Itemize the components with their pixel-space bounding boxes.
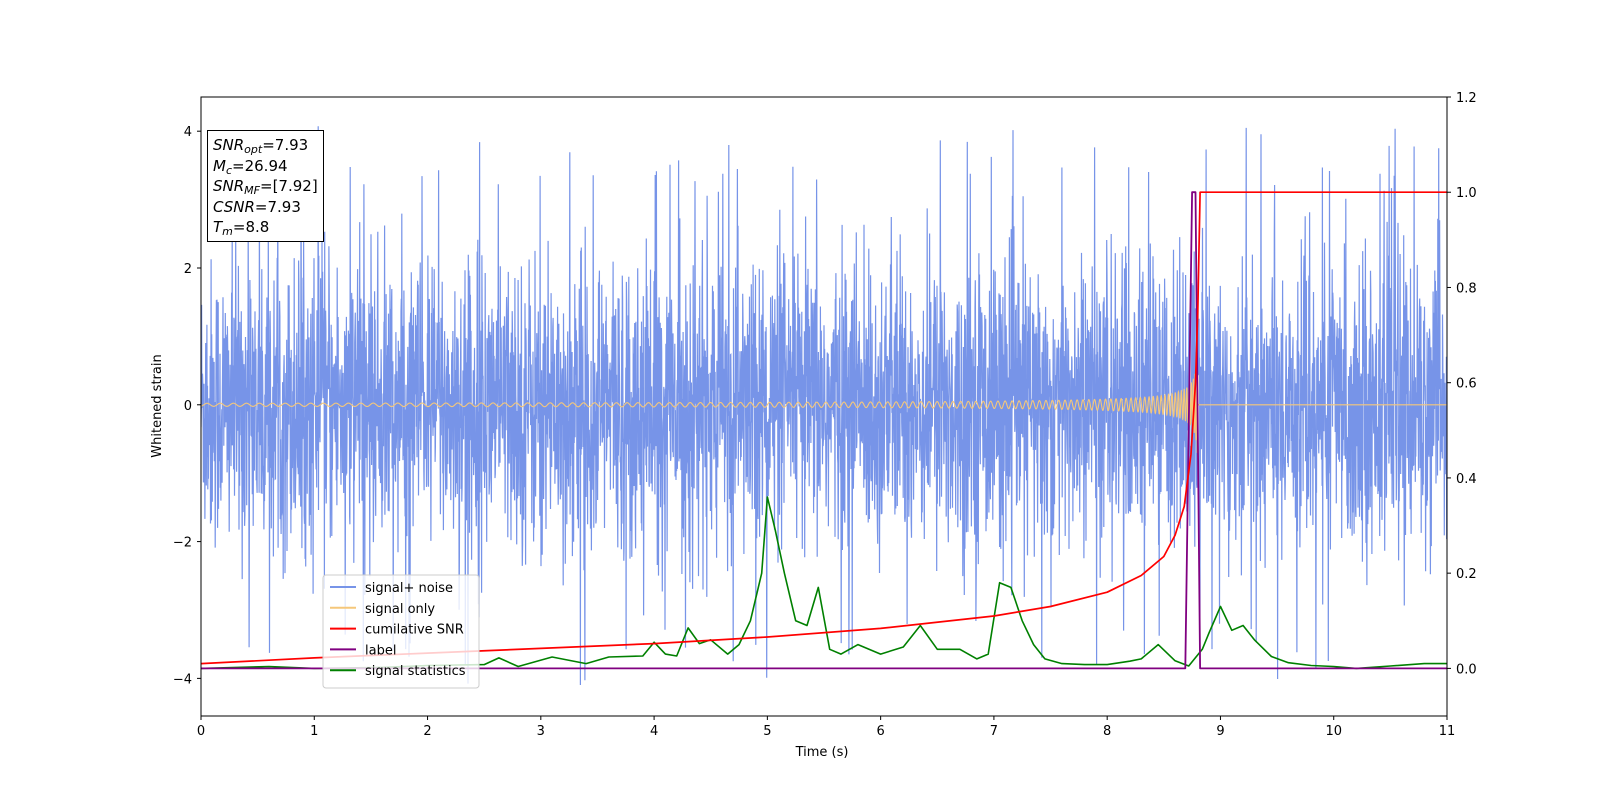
y-right-tick-label: 0.6 — [1456, 377, 1477, 392]
legend-label: signal only — [365, 602, 435, 617]
y-right-tick-label: 1.2 — [1456, 91, 1477, 106]
series-signal-statistics-line — [201, 496, 1447, 670]
y-axis-right: 1.2 1.0 0.8 0.6 0.4 0.2 0.0 — [1447, 91, 1477, 677]
legend-box — [322, 574, 480, 689]
x-tick-label: 8 — [1103, 724, 1111, 739]
x-tick-label: 10 — [1325, 724, 1342, 739]
x-axis-label: Time (s) — [795, 745, 849, 760]
x-tick-label: 11 — [1439, 724, 1456, 739]
x-tick-label: 1 — [310, 724, 318, 739]
y-left-tick-label: 2 — [184, 262, 192, 277]
legend-label: signal+ noise — [365, 581, 453, 596]
y-right-tick-label: 0.0 — [1456, 662, 1477, 677]
x-tick-label: 2 — [423, 724, 431, 739]
y-right-tick-label: 1.0 — [1456, 186, 1477, 201]
x-tick-label: 5 — [763, 724, 771, 739]
legend-label: cumilative SNR — [365, 623, 464, 638]
series-signal-only-line — [201, 365, 1447, 453]
y-right-tick-label: 0.4 — [1456, 472, 1477, 487]
series-signal-noise-line — [201, 126, 1447, 686]
x-tick-label: 3 — [537, 724, 545, 739]
x-tick-label: 9 — [1216, 724, 1224, 739]
x-tick-label: 4 — [650, 724, 658, 739]
info-box: SNRopt=7.93 Mc=26.94 SNRMF=[7.92] CSNR=7… — [207, 130, 324, 242]
y-left-tick-label: −2 — [173, 536, 192, 551]
y-right-tick-label: 0.8 — [1456, 281, 1477, 296]
y-axis-label: Whitened strain — [150, 354, 165, 457]
x-tick-label: 7 — [990, 724, 998, 739]
plot-area — [201, 126, 1447, 686]
legend-label: signal statistics — [365, 664, 466, 679]
y-left-tick-label: 0 — [184, 399, 192, 414]
legend: signal+ noise signal only cumilative SNR la… — [322, 574, 480, 689]
x-tick-label: 6 — [876, 724, 884, 739]
y-left-tick-label: −4 — [173, 672, 192, 687]
plot-frame — [200, 96, 1448, 717]
y-right-tick-label: 0.2 — [1456, 567, 1477, 582]
snr-opt-line: SNRopt=7.93 — [213, 136, 309, 156]
csnr-line: CSNR=7.93 — [213, 197, 301, 216]
merger-time-line: Tm=8.8 — [213, 218, 270, 238]
series-cumulative-snr-line — [201, 191, 1447, 665]
y-axis-left: 4 2 0 −2 −4 — [173, 125, 201, 687]
y-left-tick-label: 4 — [184, 125, 192, 140]
chirp-mass-line: Mc=26.94 — [213, 156, 288, 177]
snr-mf-line: SNRMF=[7.92] — [213, 177, 318, 197]
series-label-line — [201, 191, 1447, 670]
x-tick-label: 0 — [197, 724, 205, 739]
legend-label: label — [365, 643, 396, 658]
x-axis: 0 1 2 3 4 5 6 7 8 9 10 11 — [197, 716, 1455, 739]
